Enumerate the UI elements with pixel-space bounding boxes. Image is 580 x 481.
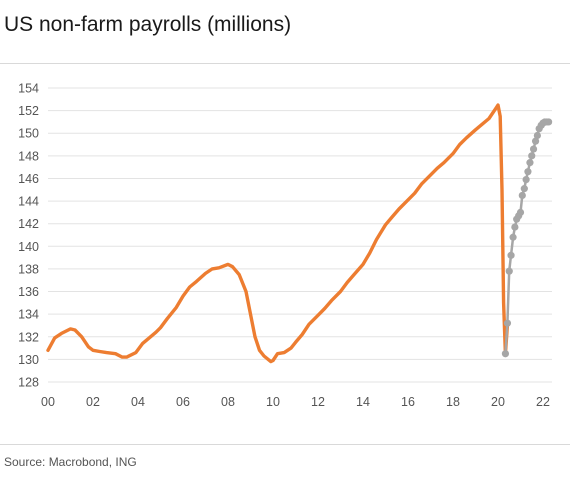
recovery-point: [524, 168, 532, 176]
series-layer: [46, 103, 553, 364]
recovery-point: [518, 191, 526, 200]
y-tick-label: 142: [18, 217, 39, 231]
y-tick-label: 138: [18, 262, 39, 276]
x-tick-label: 08: [221, 395, 235, 409]
recovery-point: [529, 145, 538, 153]
recovery-point: [501, 350, 510, 358]
y-tick-label: 154: [18, 82, 39, 96]
x-tick-label: 20: [491, 395, 505, 409]
recovery-point: [509, 233, 517, 241]
y-tick-label: 146: [18, 172, 39, 186]
recovery-point: [545, 118, 553, 126]
x-tick-label: 18: [446, 395, 460, 409]
recovery-point: [505, 267, 513, 275]
recovery-point: [511, 223, 519, 231]
recovery-point: [531, 137, 540, 145]
recovery-point: [507, 251, 515, 259]
y-tick-label: 134: [18, 308, 39, 322]
payrolls-series-line: [46, 103, 510, 364]
recovery-point: [503, 319, 512, 327]
recovery-point: [526, 159, 534, 167]
y-tick-label: 128: [18, 376, 39, 390]
y-tick-label: 152: [18, 104, 39, 118]
x-axis-ticks: 00 02 04 06 08 10 12 14 16 18 20 22: [41, 395, 550, 409]
y-tick-label: 136: [18, 285, 39, 299]
x-tick-label: 06: [176, 395, 190, 409]
x-tick-label: 00: [41, 395, 55, 409]
top-divider: [0, 63, 570, 64]
x-tick-label: 10: [266, 395, 280, 409]
y-tick-label: 132: [18, 330, 39, 344]
recovery-point: [516, 208, 525, 216]
y-tick-label: 140: [18, 240, 39, 254]
y-tick-label: 150: [18, 127, 39, 141]
y-tick-label: 130: [18, 353, 39, 367]
recovery-point: [533, 131, 541, 140]
y-tick-label: 148: [18, 149, 39, 163]
x-tick-label: 12: [311, 395, 325, 409]
x-tick-label: 16: [401, 395, 415, 409]
y-tick-label: 144: [18, 195, 39, 209]
y-axis-ticks: 128 130 132 134 136 138 140 142 144 146 148 150 152 1…: [18, 82, 39, 390]
recovery-point: [522, 175, 530, 184]
x-tick-label: 22: [536, 395, 550, 409]
recovery-point: [520, 185, 528, 193]
recovery-point: [528, 152, 536, 160]
bottom-divider: [0, 444, 570, 445]
x-tick-label: 04: [131, 395, 145, 409]
chart-title: US non-farm payrolls (millions): [4, 13, 292, 36]
x-tick-label: 02: [86, 395, 100, 409]
x-tick-label: 14: [356, 395, 370, 409]
source-note: Source: Macrobond, ING: [4, 455, 137, 469]
